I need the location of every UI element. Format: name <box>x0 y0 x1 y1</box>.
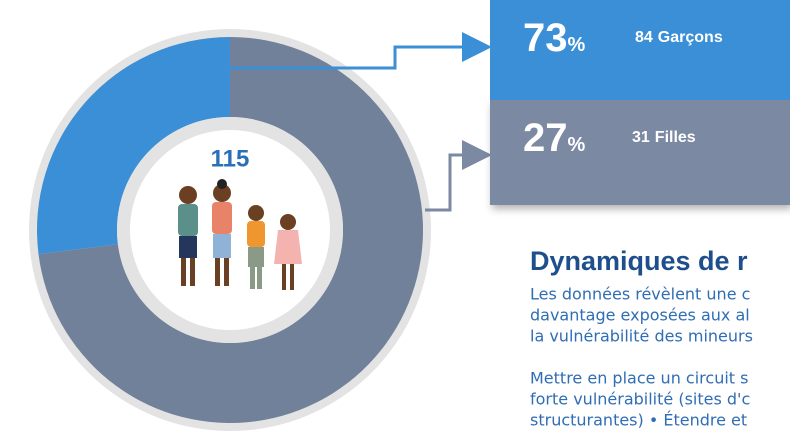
total: 115 <box>211 145 250 172</box>
count-label: Garçons <box>658 29 723 46</box>
percent-value: 27 <box>523 116 568 160</box>
stat-boxes: 27% 31 Filles 73% 84 Garçons <box>490 0 790 205</box>
percent-sign: % <box>568 34 586 56</box>
text-line: la vulnérabilité des mineurs <box>530 327 753 346</box>
stat-count: 31 Filles <box>632 129 696 146</box>
stat-count: 84 Garçons <box>635 29 723 46</box>
count-value: 84 <box>635 29 653 46</box>
section-heading: Dynamiques de r <box>530 246 748 276</box>
infographic: 115 27% 31 Filles 73% 84 Garçons Dynamiques d… <box>0 0 790 446</box>
text-line: Les données révèlent une c <box>530 285 750 304</box>
text-line: Mettre en place un circuit s <box>530 369 748 388</box>
count-value: 31 <box>632 129 650 146</box>
count-label: Filles <box>655 129 696 146</box>
percent-sign: % <box>568 134 586 156</box>
connector <box>425 155 486 210</box>
section-text: Les données révèlent une c davantage expo… <box>530 285 753 430</box>
text-line: structurantes) • Étendre et <box>530 411 747 430</box>
percent-value: 73 <box>523 16 568 60</box>
text-line: davantage exposées aux al <box>530 306 750 325</box>
text-line: forte vulnérabilité (sites d'c <box>530 390 750 409</box>
